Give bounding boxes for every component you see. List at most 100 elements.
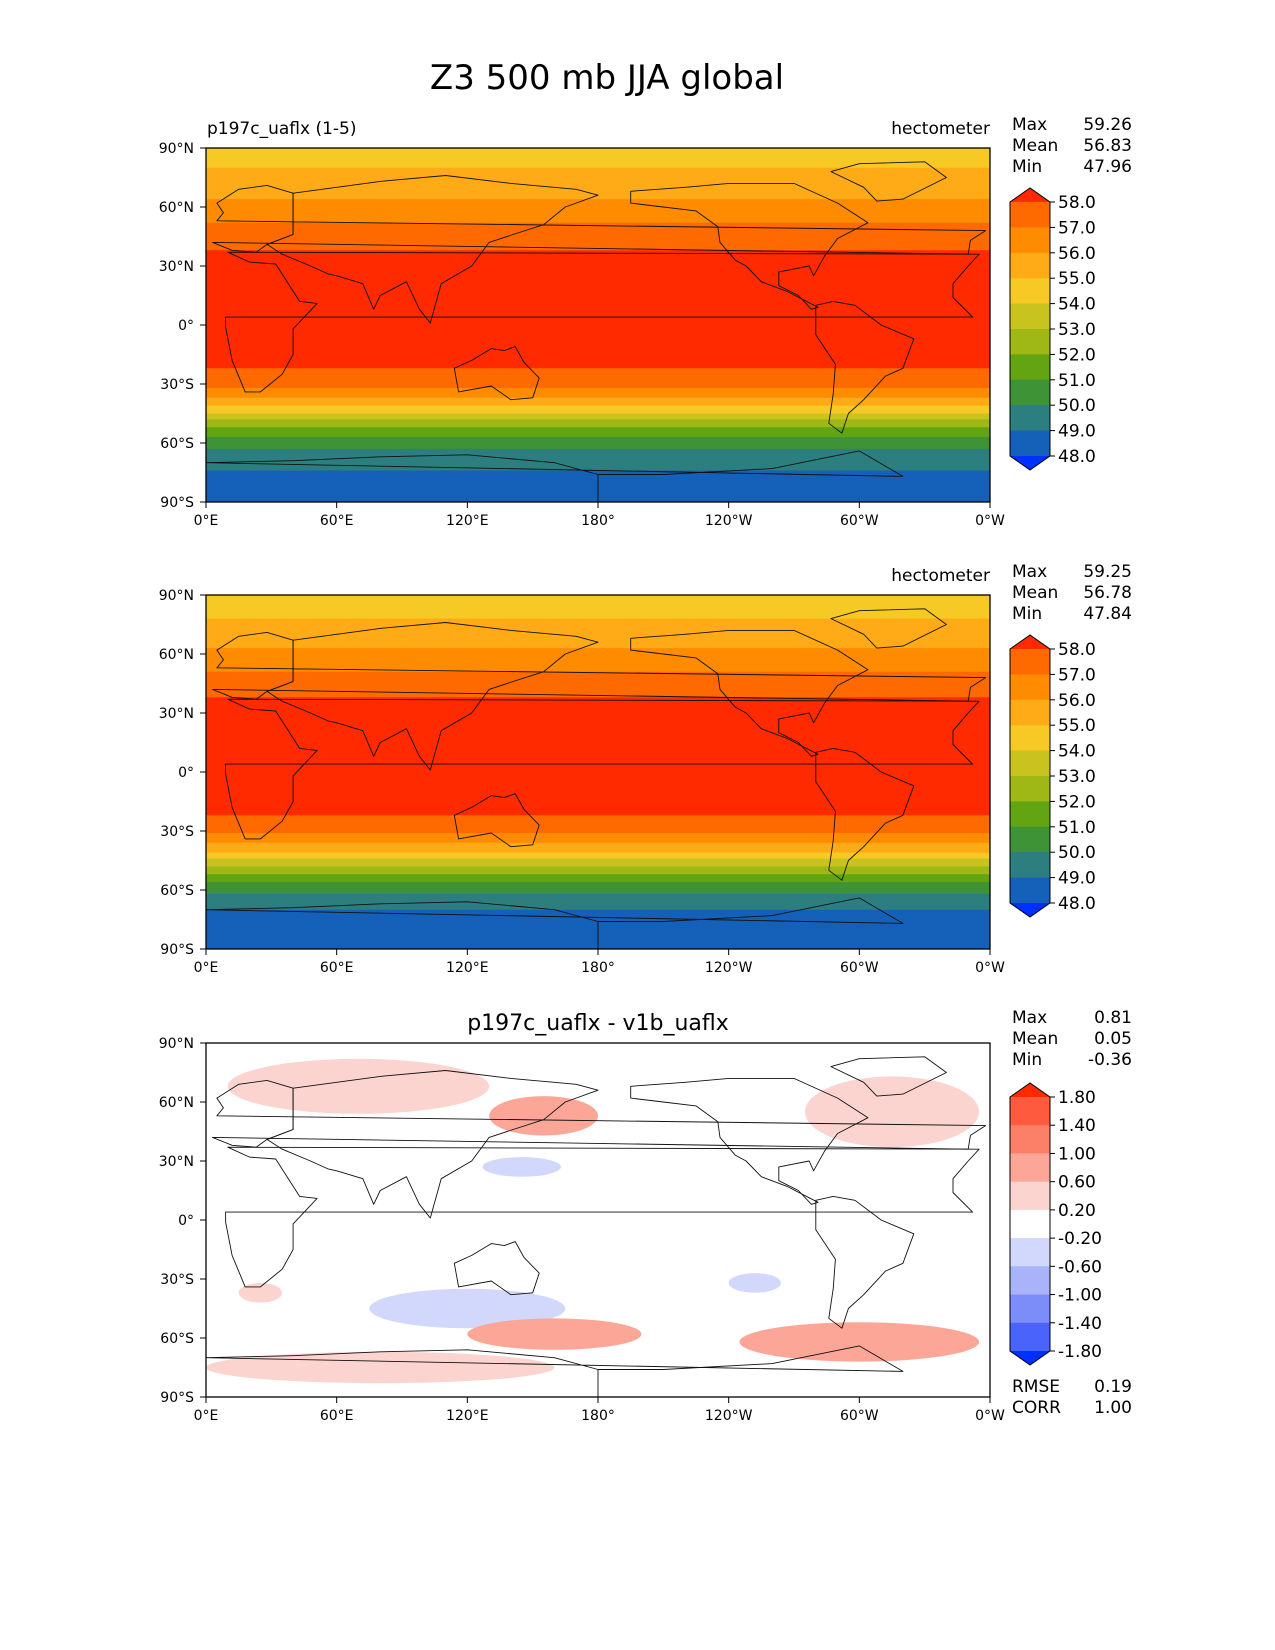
field-band — [206, 740, 990, 744]
field-band — [206, 831, 990, 834]
field-band — [206, 220, 990, 224]
x-tick-label: 180° — [581, 1408, 615, 1424]
field-band — [206, 266, 990, 269]
field-band — [206, 429, 990, 432]
field-band — [206, 864, 990, 867]
field-band — [206, 817, 990, 820]
field-band — [206, 157, 990, 161]
field-band — [206, 254, 990, 257]
y-tick-label: 60°N — [159, 1095, 194, 1111]
field-band — [206, 391, 990, 395]
field-band — [206, 214, 990, 218]
coastline-south-america — [815, 300, 915, 434]
field-band — [206, 695, 990, 698]
field-band — [206, 464, 990, 468]
field-band — [206, 289, 990, 293]
field-band — [206, 724, 990, 728]
colorbar-swatch — [1010, 725, 1050, 752]
field-band — [206, 159, 990, 163]
field-band — [206, 199, 990, 202]
coastline-antarctica — [206, 897, 904, 949]
field-band — [206, 378, 990, 381]
field-band — [206, 468, 990, 472]
coastline-asia — [266, 175, 599, 324]
units-label: hectometer — [891, 119, 990, 139]
colorbar-swatch — [1010, 202, 1050, 228]
field-band — [206, 705, 990, 708]
field-band — [206, 608, 990, 612]
field-band — [206, 417, 990, 420]
field-band — [206, 169, 990, 173]
field-band — [206, 370, 990, 373]
stat-mean-value: 56.83 — [1083, 136, 1132, 156]
field-band — [206, 622, 990, 626]
coastline-overlay — [206, 608, 987, 949]
field-band — [206, 772, 990, 775]
colorbar-swatch — [1010, 1181, 1050, 1211]
field-band — [206, 295, 990, 299]
x-axis: 0°E 60°E 120°E 180° 120°W 60°W 0°W — [194, 502, 1005, 529]
y-tick-label: 0° — [178, 318, 194, 334]
y-axis: 90°N 60°N 30°N 0° 30°S 60°S 90°S — [159, 141, 206, 511]
field-band — [206, 789, 990, 793]
field-band — [206, 421, 990, 424]
field-band — [206, 913, 990, 917]
colorbar-swatch — [1010, 329, 1050, 355]
field-band — [206, 911, 990, 915]
field-band — [206, 732, 990, 736]
field-band — [206, 238, 990, 242]
field-band — [206, 752, 990, 755]
colorbar-tick-label: 58.0 — [1058, 193, 1096, 213]
field-band — [206, 362, 990, 365]
coastline-south-america — [815, 1195, 915, 1329]
field-band — [206, 746, 990, 749]
field-band — [206, 596, 990, 600]
field-band — [206, 466, 990, 470]
field-band — [206, 191, 990, 194]
field-band — [206, 652, 990, 655]
coastline-greenland — [830, 1056, 947, 1097]
coastline-africa — [225, 698, 980, 840]
field-band — [206, 435, 990, 438]
field-band — [206, 659, 990, 663]
x-tick-label: 60°W — [840, 1408, 879, 1424]
field-band — [206, 277, 990, 281]
x-tick-label: 120°E — [446, 1408, 489, 1424]
field-band — [206, 679, 990, 683]
field-band — [206, 907, 990, 911]
field-band — [206, 405, 990, 409]
x-tick-label: 0°E — [194, 960, 219, 976]
y-axis: 90°N 60°N 30°N 0° 30°S 60°S 90°S — [159, 1036, 206, 1406]
field-band — [206, 248, 990, 251]
field-band — [206, 713, 990, 716]
field-band — [206, 773, 990, 777]
field-band — [206, 279, 990, 283]
colorbar-swatch — [1010, 1125, 1050, 1154]
field-band — [206, 634, 990, 637]
field-band — [206, 703, 990, 706]
field-band — [206, 748, 990, 751]
field-band — [206, 768, 990, 771]
field-band — [206, 218, 990, 222]
x-tick-label: 120°W — [705, 513, 753, 529]
field-band — [206, 242, 990, 245]
units-label: hectometer — [891, 566, 990, 586]
anomaly-south-pacific — [739, 1322, 980, 1362]
field-band — [206, 395, 990, 399]
coastline-overlay — [206, 161, 987, 502]
panel-subtitle: p197c_uaflx (1-5) — [207, 119, 356, 139]
x-tick-label: 0°W — [975, 960, 1005, 976]
coastline-greenland — [830, 161, 947, 202]
field-band — [206, 815, 990, 818]
stat-min-value: -0.36 — [1088, 1050, 1132, 1070]
coastline-africa — [225, 1146, 980, 1288]
field-band — [206, 216, 990, 220]
field-band — [206, 183, 990, 186]
colorbar-swatch — [1010, 227, 1050, 254]
field-band — [206, 411, 990, 415]
field-band — [206, 153, 990, 157]
field-band — [206, 707, 990, 710]
field-band — [206, 720, 990, 724]
colorbar-swatch — [1010, 801, 1050, 828]
colorbar-swatch — [1010, 877, 1050, 904]
